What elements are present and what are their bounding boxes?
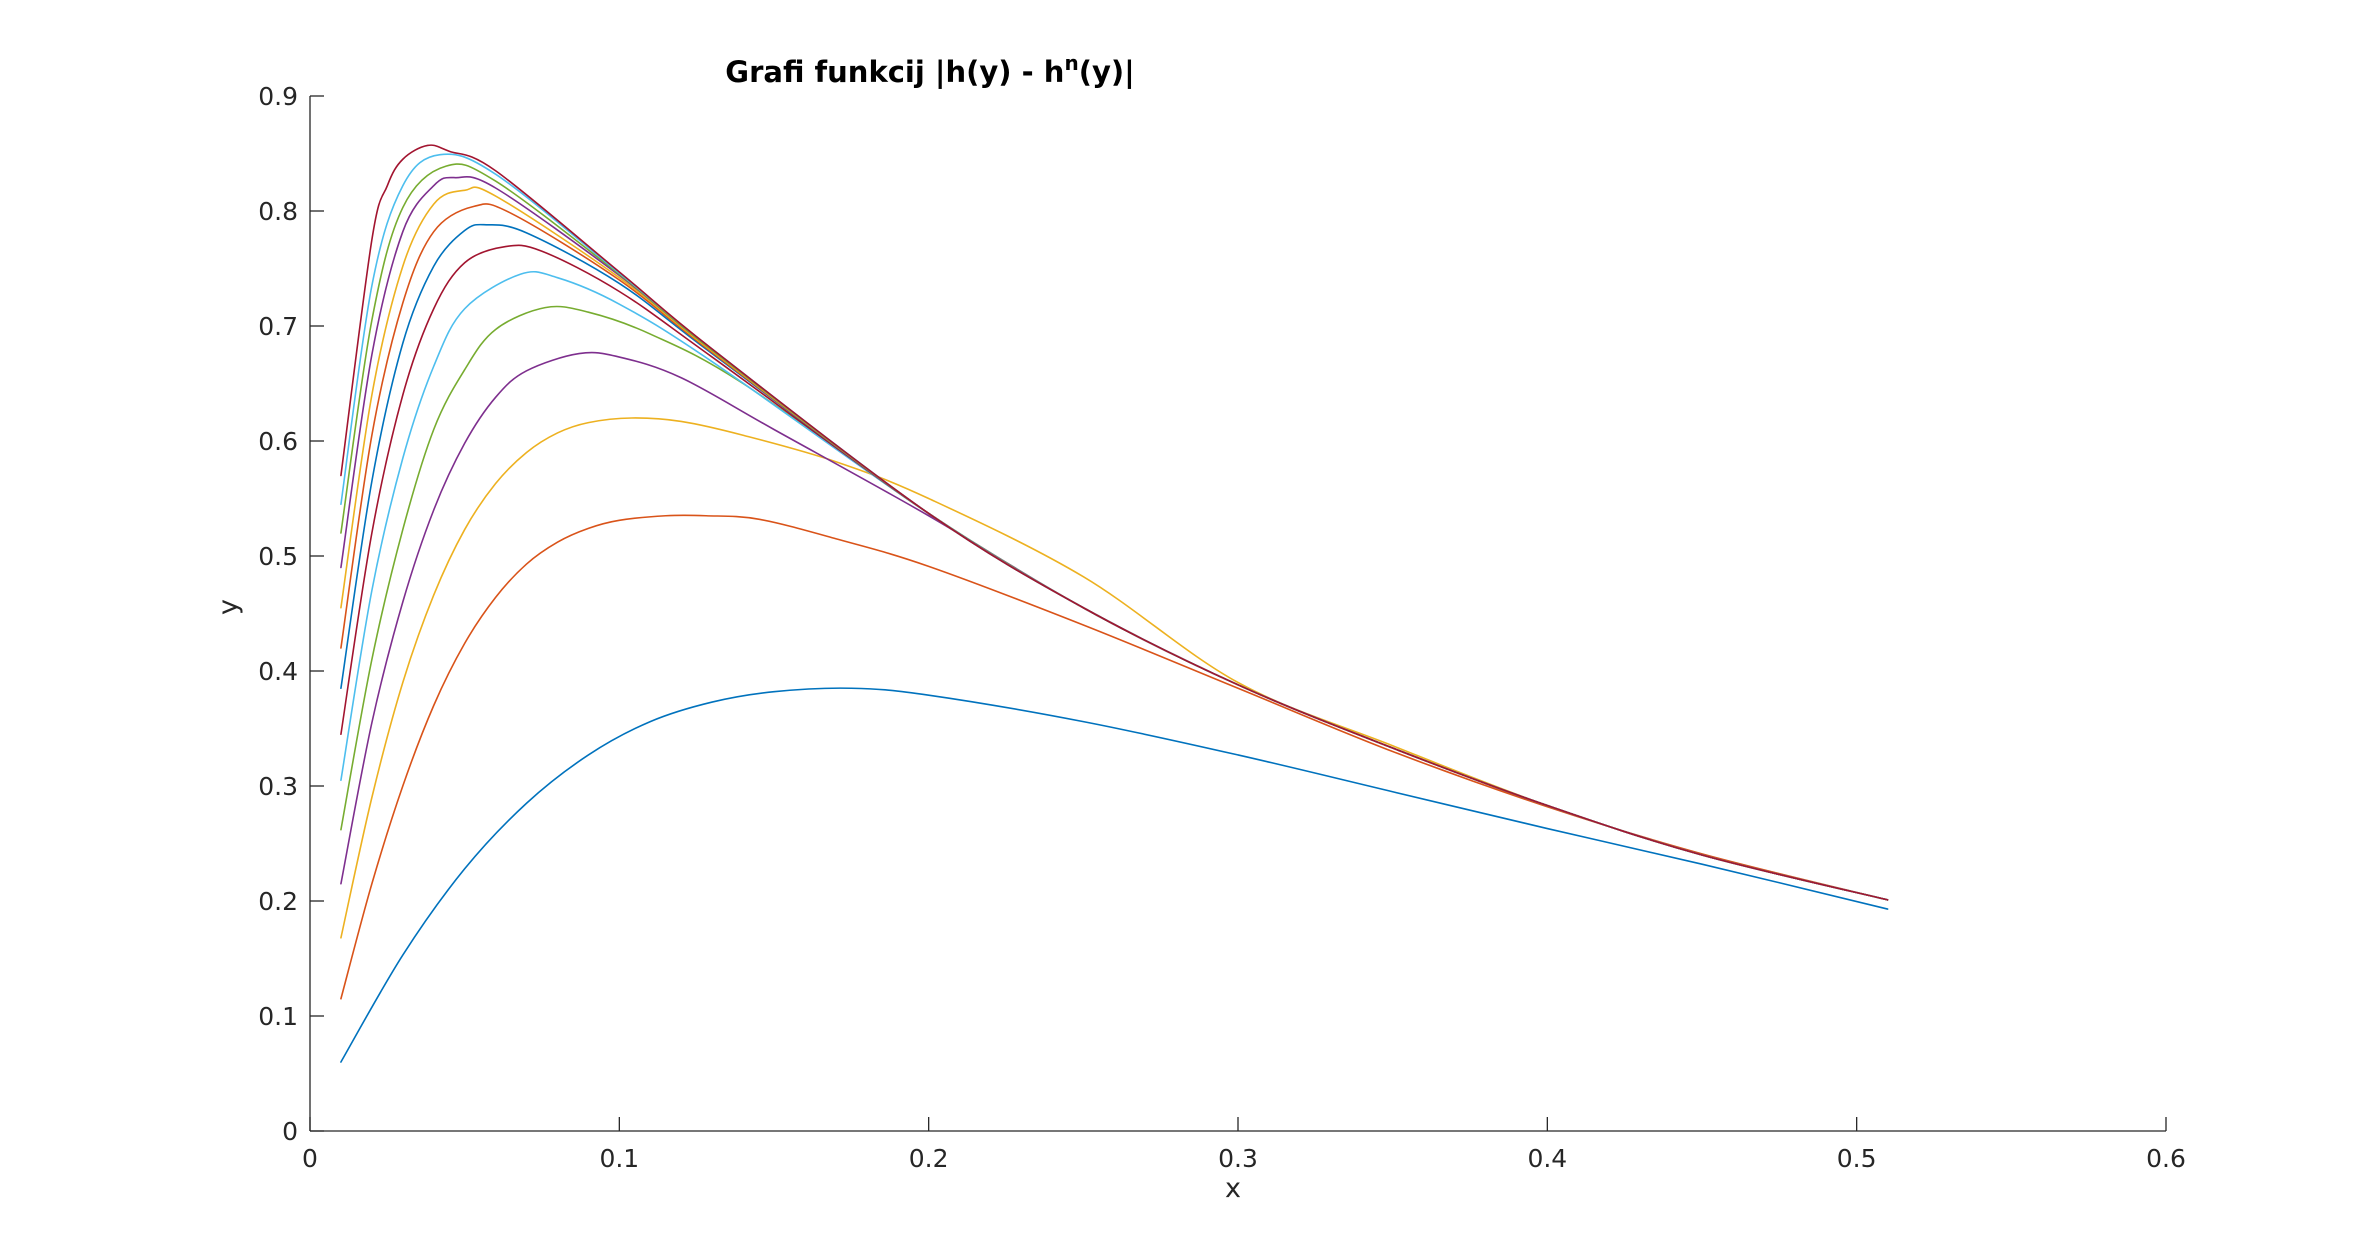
y-tick-label: 0 bbox=[282, 1117, 298, 1146]
y-tick-label: 0.4 bbox=[258, 657, 298, 686]
series-line-2 bbox=[340, 514, 1889, 1000]
y-tick-label: 0.7 bbox=[258, 312, 298, 341]
y-tick-label: 0.3 bbox=[258, 772, 298, 801]
x-tick-label: 0.2 bbox=[909, 1144, 949, 1173]
chart-title: Grafi funkcij |h(y) - hn(y)| bbox=[725, 51, 1134, 89]
y-tick-label: 0.9 bbox=[258, 82, 298, 111]
y-tick-label: 0.6 bbox=[258, 427, 298, 456]
x-tick-label: 0 bbox=[302, 1144, 318, 1173]
series-line-3 bbox=[340, 417, 1889, 939]
y-tick-label: 0.8 bbox=[258, 197, 298, 226]
tick-labels: 0 0.1 0.2 0.3 0.4 0.5 0.6 0 0.1 0.2 0.3 0.4 0.5 0.6 0.… bbox=[258, 82, 2186, 1173]
series-line-14 bbox=[340, 144, 1889, 901]
y-axis-label: y bbox=[213, 599, 244, 615]
axes bbox=[309, 95, 2167, 1132]
x-axis-label: x bbox=[1225, 1173, 1241, 1204]
series-line-1 bbox=[340, 687, 1889, 1063]
x-tick-label: 0.3 bbox=[1218, 1144, 1258, 1173]
x-tick-label: 0.4 bbox=[1527, 1144, 1567, 1173]
y-tick-label: 0.2 bbox=[258, 887, 298, 916]
series-layer bbox=[340, 144, 1889, 1063]
y-tick-label: 0.5 bbox=[258, 542, 298, 571]
x-tick-label: 0.1 bbox=[599, 1144, 639, 1173]
y-tick-label: 0.1 bbox=[258, 1002, 298, 1031]
x-tick-label: 0.5 bbox=[1837, 1144, 1877, 1173]
x-tick-label: 0.6 bbox=[2146, 1144, 2186, 1173]
